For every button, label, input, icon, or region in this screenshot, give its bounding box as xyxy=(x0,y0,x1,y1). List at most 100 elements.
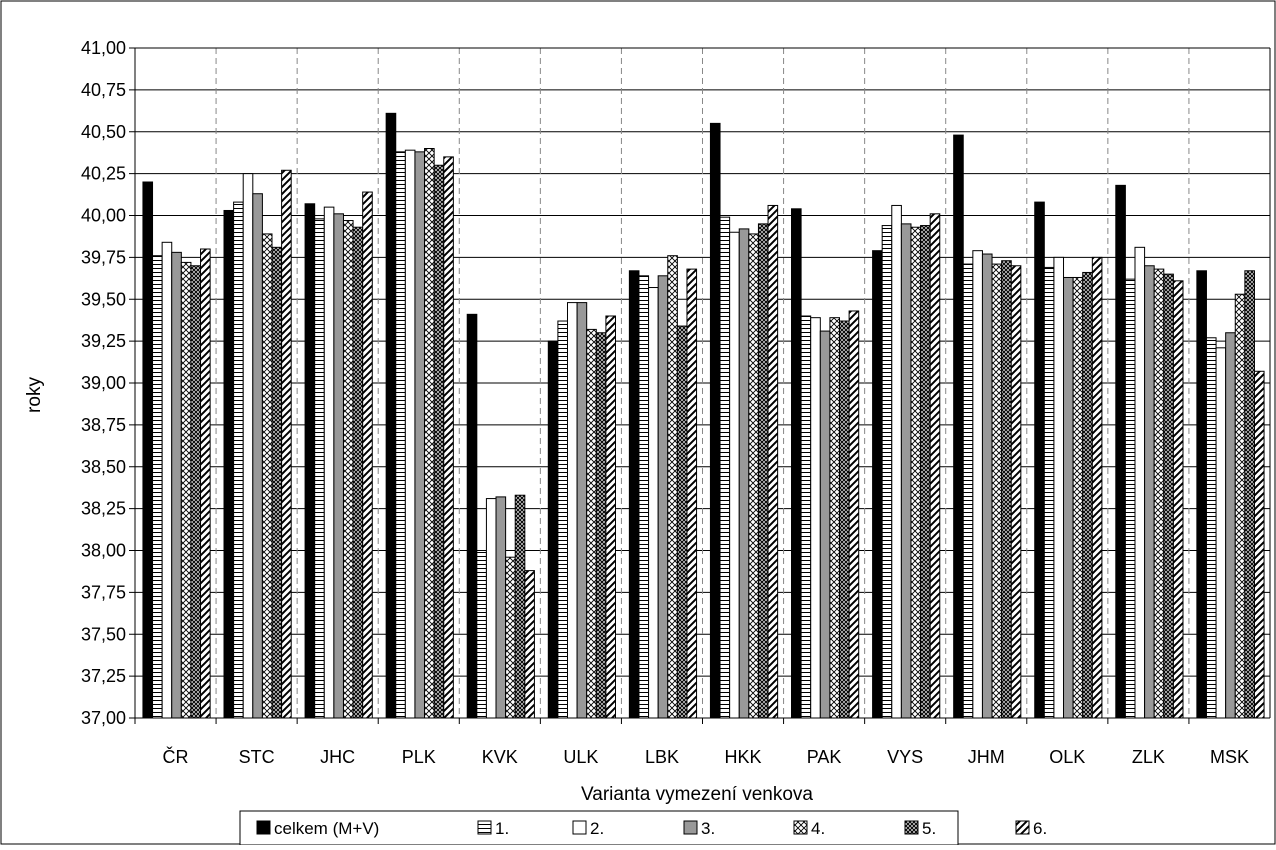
y-tick-label: 40,00 xyxy=(81,206,126,226)
bar xyxy=(485,498,497,719)
bar xyxy=(261,233,273,719)
bar xyxy=(271,246,283,719)
bar xyxy=(657,275,669,719)
bar xyxy=(1244,270,1255,719)
bar xyxy=(605,315,616,719)
bar xyxy=(495,496,507,719)
bars xyxy=(142,112,1265,719)
bar xyxy=(757,223,769,719)
bar xyxy=(738,228,750,719)
bar xyxy=(142,181,154,719)
legend-swatch xyxy=(904,820,919,835)
legend-label: celkem (M+V) xyxy=(274,819,379,838)
bar xyxy=(161,241,173,719)
bar xyxy=(466,313,478,719)
bar xyxy=(667,255,678,719)
bar xyxy=(242,173,254,719)
bar xyxy=(514,494,526,719)
bar xyxy=(1043,266,1055,719)
x-tick-label: PLK xyxy=(402,747,436,767)
bar xyxy=(180,261,192,719)
y-tick-label: 39,00 xyxy=(81,373,126,393)
bar xyxy=(839,320,850,719)
bar xyxy=(800,315,812,719)
legend-swatch xyxy=(1015,820,1030,835)
tick-labels: 37,00 37,25 37,50 37,75 38,00 38,25 38,50 38,75… xyxy=(81,38,1249,767)
legend-label: 3. xyxy=(701,819,715,838)
bar xyxy=(1115,184,1126,719)
x-tick-label: PAK xyxy=(807,747,842,767)
legend-swatch xyxy=(477,820,492,835)
y-tick-label: 40,75 xyxy=(81,80,126,100)
bar xyxy=(1225,332,1236,719)
bar xyxy=(638,275,650,719)
legend-swatch xyxy=(572,820,587,835)
bar xyxy=(304,203,316,719)
y-tick-label: 39,50 xyxy=(81,289,126,309)
bar xyxy=(323,206,335,719)
bar xyxy=(1072,276,1084,719)
bar xyxy=(1234,293,1246,719)
bar xyxy=(729,231,740,719)
bar xyxy=(991,263,1003,719)
x-tick-label: MSK xyxy=(1210,747,1249,767)
legend-swatch xyxy=(793,820,808,835)
y-tick-label: 38,00 xyxy=(81,541,126,561)
y-tick-label: 39,75 xyxy=(81,247,126,267)
bar xyxy=(819,330,831,719)
bar xyxy=(1153,268,1165,719)
y-tick-label: 40,25 xyxy=(81,164,126,184)
x-tick-label: STC xyxy=(239,747,275,767)
bar xyxy=(929,213,941,719)
bar xyxy=(686,268,698,719)
bar xyxy=(748,233,759,719)
x-tick-label: ULK xyxy=(563,747,598,767)
bar xyxy=(433,164,445,719)
bar xyxy=(910,226,922,719)
legend-swatch xyxy=(256,820,271,835)
bar xyxy=(595,332,607,719)
bar xyxy=(362,191,373,719)
x-tick-label: VYS xyxy=(887,747,923,767)
bar xyxy=(1001,260,1012,719)
bar xyxy=(920,225,931,719)
bar xyxy=(1053,256,1065,719)
legend-label: 6. xyxy=(1033,819,1047,838)
y-tick-label: 37,50 xyxy=(81,624,126,644)
bar xyxy=(171,251,182,719)
bar xyxy=(223,209,235,719)
bar xyxy=(1215,347,1227,719)
bar xyxy=(314,218,325,719)
bar xyxy=(404,149,416,719)
bar xyxy=(1163,273,1174,719)
bar xyxy=(342,220,354,719)
bar xyxy=(152,255,163,719)
y-tick-label: 38,25 xyxy=(81,499,126,519)
y-tick-label: 39,25 xyxy=(81,331,126,351)
bar xyxy=(524,570,535,719)
x-tick-label: OLK xyxy=(1049,747,1085,767)
bar xyxy=(252,193,263,719)
bar xyxy=(281,169,292,719)
bar xyxy=(881,225,893,719)
y-tick-label: 40,50 xyxy=(81,122,126,142)
bar xyxy=(962,263,974,719)
bar xyxy=(547,340,559,719)
bar xyxy=(233,201,244,719)
bar xyxy=(1205,337,1217,719)
bar xyxy=(648,287,659,719)
bar xyxy=(981,253,993,719)
legend-box xyxy=(239,810,959,846)
bar xyxy=(829,317,841,719)
y-axis-title: roky xyxy=(24,377,45,413)
x-tick-label: KVK xyxy=(482,747,518,767)
bar xyxy=(767,204,779,719)
y-tick-label: 37,25 xyxy=(81,666,126,686)
bar xyxy=(1144,265,1155,719)
bar xyxy=(709,122,721,719)
bar xyxy=(719,216,731,719)
bar xyxy=(900,223,912,719)
bar xyxy=(1134,246,1146,719)
bar xyxy=(395,151,406,719)
